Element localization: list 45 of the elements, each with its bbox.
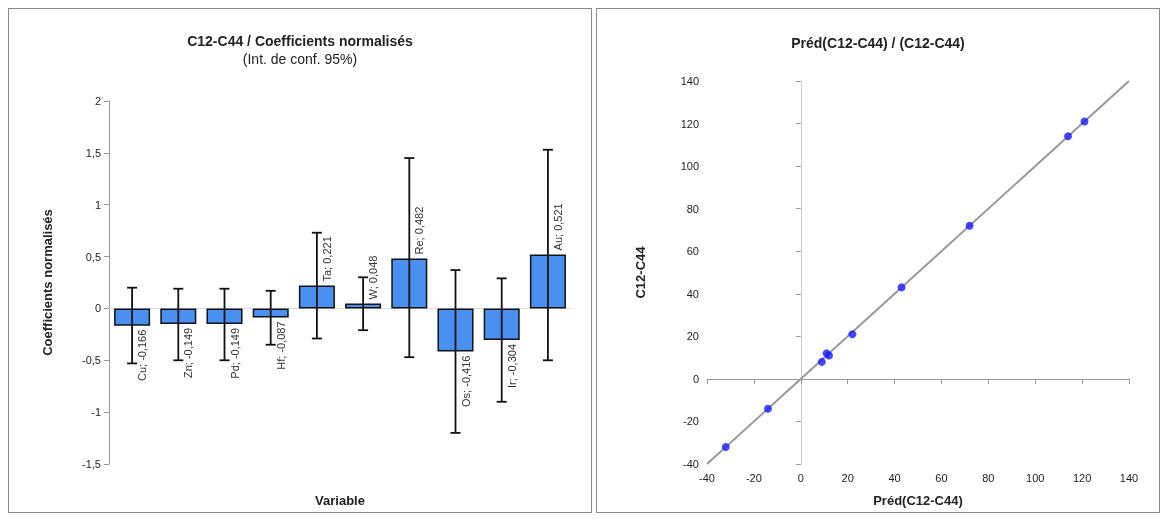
x-tick-label: 100: [1026, 471, 1045, 484]
x-tick-label: 0: [797, 471, 804, 484]
y-tick-label: -0,5: [82, 354, 101, 367]
x-tick-label: 60: [935, 471, 948, 484]
y-axis-title: Coefficients normalisés: [40, 209, 55, 356]
y-tick-label: 140: [680, 75, 699, 87]
x-tick-label: 40: [888, 471, 901, 484]
x-tick-label: 120: [1072, 471, 1092, 484]
data-label: Re; 0,482: [413, 206, 426, 255]
y-tick-label: 0,5: [85, 250, 101, 263]
data-label: Au; 0,521: [551, 203, 564, 251]
y-tick-label: 1,5: [85, 146, 101, 159]
y-tick-label: -20: [683, 415, 699, 428]
y-tick-label: 1: [94, 198, 101, 211]
y-tick-label: -40: [683, 458, 699, 470]
y-tick-label: 20: [686, 330, 699, 343]
y-axis-title: C12-C44: [633, 245, 648, 299]
y-tick-label: 40: [686, 287, 699, 300]
x-axis-title: Variable: [315, 493, 365, 508]
data-label: Cu; -0,166: [136, 329, 149, 382]
y-tick-label: 100: [680, 160, 699, 173]
y-tick-label: 0: [692, 372, 699, 385]
y-tick-label: 60: [686, 245, 699, 258]
y-tick-label: -1,5: [82, 458, 101, 470]
y-tick-label: 2: [94, 95, 101, 107]
x-axis-title: Préd(C12-C44): [873, 493, 963, 508]
x-tick-label: 80: [982, 471, 995, 484]
data-label: Ir; -0,304: [505, 343, 518, 388]
data-label: Ta; 0,221: [320, 236, 333, 282]
data-label: Hf; -0,087: [274, 321, 287, 370]
chart-subtitle: (Int. de conf. 95%): [242, 51, 358, 67]
data-label: Zn; -0,149: [182, 327, 195, 379]
chart-title: Préd(C12-C44) / (C12-C44): [791, 35, 965, 51]
x-tick-label: 20: [841, 471, 854, 484]
y-tick-label: 0: [94, 302, 101, 315]
y-tick-label: 80: [686, 202, 699, 215]
x-tick-label: -40: [699, 471, 715, 484]
y-tick-label: 120: [680, 117, 699, 130]
x-tick-label: -20: [745, 471, 762, 484]
data-label: W; 0,048: [367, 255, 380, 300]
data-label: Os; -0,416: [459, 355, 472, 407]
x-tick-label: 140: [1119, 471, 1139, 484]
chart-title: C12-C44 / Coefficients normalisés: [187, 33, 414, 49]
data-label: Pd; -0,149: [228, 327, 241, 379]
y-tick-label: -1: [91, 406, 101, 419]
